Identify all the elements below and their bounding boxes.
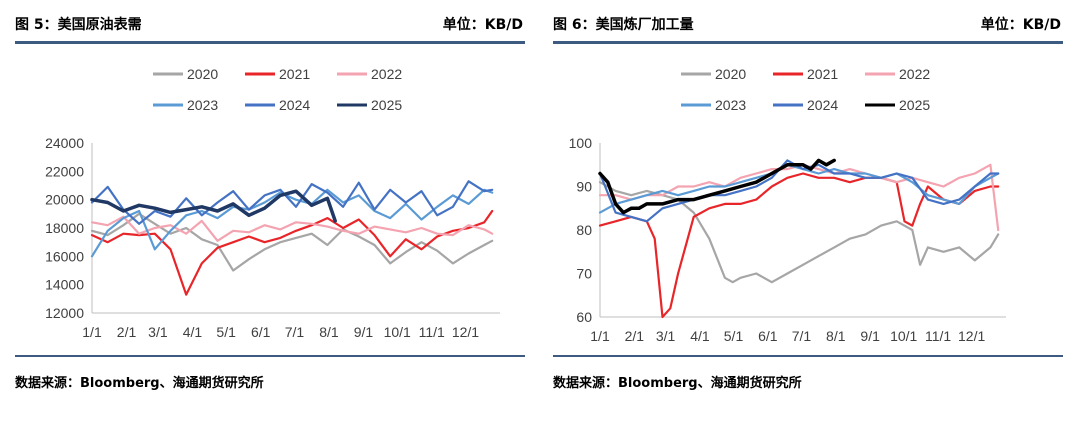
chart-title: 图 6：美国炼厂加工量 [553,17,694,33]
y-tick-label: 80 [576,222,592,238]
line-chart-refinery-throughput: 2020 2021 2022 2023 2024 2025 100 90 80 70 60 1/1 2/… [569,66,1006,344]
x-tick-label: 8/1 [826,328,846,344]
y-tick-label: 22000 [45,163,84,179]
series-line-2022 [90,215,494,242]
series-line-2021 [598,172,1000,319]
y-tick-label: 60 [576,309,592,325]
chart-title: 图 5：美国原油表需 [15,17,142,33]
legend-label-2025: 2025 [371,97,402,113]
series-line-2021 [90,209,494,296]
x-tick-label: 7/1 [285,324,305,340]
x-tick-label: 11/1 [925,328,951,344]
x-tick-label: 2/1 [117,324,137,340]
series-line-2024 [598,159,1000,223]
y-tick-label: 20000 [45,192,84,208]
unit-label: 单位：KB/D [980,17,1061,33]
x-tick-label: 9/1 [354,324,374,340]
series-line-2025 [598,158,836,215]
x-tick-label: 1/1 [590,328,610,344]
chart-panel-left: 图 5：美国原油表需 单位：KB/D 2020 2021 2022 2023 2024 2… [15,0,525,422]
x-tick-label: 4/1 [690,328,710,344]
legend-label-2022: 2022 [899,66,930,82]
y-tick-label: 70 [576,266,592,282]
x-tick-label: 9/1 [860,328,880,344]
x-tick-label: 10/1 [890,328,917,344]
x-tick-label: 12/1 [958,328,985,344]
y-tick-label: 90 [576,179,592,195]
y-tick-label: 18000 [45,220,84,236]
x-tick-label: 4/1 [183,324,203,340]
legend-label-2022: 2022 [371,66,402,82]
x-tick-label: 5/1 [724,328,744,344]
panel-header: 图 6：美国炼厂加工量 单位：KB/D [553,10,1063,36]
y-tick-label: 12000 [45,305,84,321]
x-tick-label: 3/1 [148,324,168,340]
footer-divider [553,355,1063,357]
x-tick-label: 12/1 [452,324,479,340]
line-chart-crude-demand: 2020 2021 2022 2023 2024 2025 24000 22000 20000 1… [45,66,500,340]
series-line-2020 [598,181,1000,284]
x-tick-label: 1/1 [82,324,102,340]
legend-label-2024: 2024 [807,97,838,113]
legend-label-2021: 2021 [279,66,310,82]
panel-header: 图 5：美国原油表需 单位：KB/D [15,10,525,36]
header-divider [15,41,525,44]
source-note: 数据来源：Bloomberg、海通期货研究所 [553,376,802,391]
legend-label-2020: 2020 [715,66,746,82]
series-line-2024 [90,180,494,225]
x-tick-label: 8/1 [319,324,339,340]
series-line-2023 [90,188,494,258]
chart-panel-right: 图 6：美国炼厂加工量 单位：KB/D 2020 2021 2022 2023 2024… [553,0,1063,422]
legend-label-2023: 2023 [715,97,746,113]
y-tick-label: 16000 [45,248,84,264]
x-tick-label: 2/1 [625,328,645,344]
legend-label-2020: 2020 [187,66,218,82]
x-tick-label: 3/1 [656,328,676,344]
footer-divider [15,355,525,357]
source-note: 数据来源：Bloomberg、海通期货研究所 [15,376,264,391]
y-tick-label: 100 [569,135,593,151]
legend-label-2021: 2021 [807,66,838,82]
y-tick-label: 24000 [45,135,84,151]
x-tick-label: 6/1 [758,328,778,344]
legend-label-2023: 2023 [187,97,218,113]
header-divider [553,41,1063,44]
x-tick-label: 6/1 [251,324,271,340]
x-tick-label: 5/1 [216,324,236,340]
y-tick-label: 14000 [45,277,84,293]
x-tick-label: 10/1 [384,324,411,340]
unit-label: 单位：KB/D [442,17,523,33]
series-line-2025 [90,189,337,223]
legend-label-2024: 2024 [279,97,310,113]
x-tick-label: 7/1 [792,328,812,344]
legend-label-2025: 2025 [899,97,930,113]
x-tick-label: 11/1 [419,324,445,340]
